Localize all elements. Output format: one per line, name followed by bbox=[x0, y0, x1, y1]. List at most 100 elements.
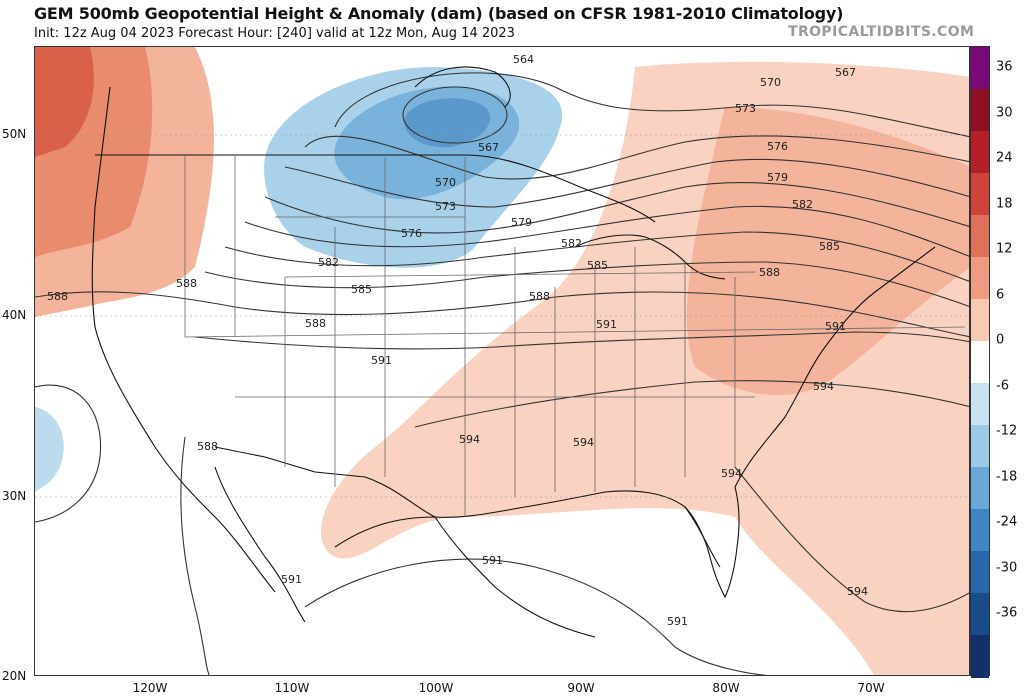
anomaly-fills bbox=[35, 47, 969, 675]
lon-label-70w: 70W bbox=[857, 681, 885, 695]
gridlines bbox=[35, 134, 969, 498]
contour-label-594-c: 594 bbox=[721, 467, 742, 480]
contour-label-588-d: 588 bbox=[529, 290, 550, 303]
coastlines bbox=[91, 66, 936, 638]
colorbar-segment bbox=[971, 635, 989, 678]
colorbar-segment bbox=[971, 551, 989, 594]
contour-label-579-a: 579 bbox=[511, 216, 532, 229]
colorbar-segment bbox=[971, 383, 989, 426]
us-canada-border bbox=[95, 154, 656, 223]
colorbar-label: -12 bbox=[996, 423, 1018, 439]
map-panel[interactable]: 564 567 567 570 570 573 573 576 576 579 … bbox=[34, 46, 970, 676]
contour-label-594-d: 594 bbox=[813, 380, 834, 393]
colorbar-segment bbox=[971, 425, 989, 468]
colorbar-segment bbox=[971, 47, 989, 90]
colorbar-segment bbox=[971, 509, 989, 552]
brand-watermark[interactable]: TROPICALTIDBITS.COM bbox=[788, 24, 975, 40]
colorbar-label: -36 bbox=[996, 605, 1018, 621]
contour-label-591-f: 591 bbox=[667, 615, 688, 628]
contour-label-591-d: 591 bbox=[281, 573, 302, 586]
contour-label-585-c: 585 bbox=[819, 240, 840, 253]
colorbar-label: 36 bbox=[996, 59, 1013, 75]
colorbar-label: -24 bbox=[996, 514, 1018, 530]
contour-label-585-a: 585 bbox=[351, 283, 372, 296]
contour-label-594-b: 594 bbox=[573, 436, 594, 449]
contour-573 bbox=[284, 158, 969, 208]
chart-title: GEM 500mb Geopotential Height & Anomaly … bbox=[34, 4, 844, 23]
lon-label-90w: 90W bbox=[567, 681, 595, 695]
colorbar-label: 30 bbox=[996, 105, 1013, 120]
contour-label-576-a: 576 bbox=[401, 227, 422, 240]
contour-label-591-a: 591 bbox=[371, 354, 392, 367]
colorbar-label: -30 bbox=[996, 560, 1018, 575]
contour-label-576-b: 576 bbox=[767, 140, 788, 153]
lon-label-110w: 110W bbox=[274, 681, 310, 695]
colorbar-label: 24 bbox=[996, 150, 1013, 166]
lat-label-40n: 40N bbox=[2, 308, 27, 322]
contour-591 bbox=[194, 331, 969, 350]
lat-label-20n: 20N bbox=[2, 669, 27, 683]
contour-label-573-a: 573 bbox=[435, 200, 456, 213]
us-mexico-border bbox=[214, 446, 436, 518]
colorbar-label: -18 bbox=[996, 469, 1018, 484]
contour-label-594-e: 594 bbox=[847, 585, 868, 598]
contour-588 bbox=[35, 291, 969, 338]
contour-594 bbox=[414, 380, 969, 428]
contour-label-591-c: 591 bbox=[825, 320, 846, 333]
contour-label-594-a: 594 bbox=[459, 433, 480, 446]
lon-label-120w: 120W bbox=[132, 681, 168, 695]
lat-label-30n: 30N bbox=[2, 489, 27, 503]
colorbar-segment bbox=[971, 89, 989, 132]
contour-label-591-b: 591 bbox=[596, 318, 617, 331]
colorbar-label: 0 bbox=[996, 332, 1005, 348]
contour-label-567-b: 567 bbox=[835, 66, 856, 79]
colorbar-segment bbox=[971, 299, 989, 342]
colorbar-segment bbox=[971, 173, 989, 216]
contour-pacific-low bbox=[35, 384, 102, 523]
map-svg[interactable]: 564 567 567 570 570 573 573 576 576 579 … bbox=[35, 47, 970, 676]
contour-label-564: 564 bbox=[513, 53, 534, 66]
anomaly-colorbar bbox=[970, 46, 990, 678]
contour-579 bbox=[244, 205, 969, 257]
contour-576 bbox=[264, 181, 969, 234]
colorbar-label: 12 bbox=[996, 241, 1013, 257]
contour-label-582-a: 582 bbox=[318, 256, 339, 269]
west-coast bbox=[91, 86, 276, 593]
lat-label-50n: 50N bbox=[2, 127, 27, 141]
florida bbox=[684, 486, 740, 599]
chart-subtitle: Init: 12z Aug 04 2023 Forecast Hour: [24… bbox=[34, 26, 515, 41]
east-coast bbox=[734, 246, 936, 488]
contour-label-585-b: 585 bbox=[587, 259, 608, 272]
great-lakes bbox=[574, 234, 726, 280]
lon-label-100w: 100W bbox=[418, 681, 454, 695]
header: GEM 500mb Geopotential Height & Anomaly … bbox=[0, 0, 1024, 46]
contour-label-591-e: 591 bbox=[482, 554, 503, 567]
colorbar-segment bbox=[971, 593, 989, 636]
contour-label-567-a: 567 bbox=[478, 141, 499, 154]
contour-564 bbox=[402, 86, 508, 144]
contour-label-582-c: 582 bbox=[792, 198, 813, 211]
colorbar-segment bbox=[971, 257, 989, 300]
contour-label-588-c: 588 bbox=[305, 317, 326, 330]
contour-label-573-b: 573 bbox=[735, 102, 756, 115]
colorbar-segment bbox=[971, 341, 989, 384]
contour-588-west bbox=[180, 436, 210, 675]
contour-label-588-b: 588 bbox=[176, 277, 197, 290]
anomaly-negative-pacific bbox=[35, 407, 64, 492]
colorbar-label: 6 bbox=[996, 287, 1005, 302]
contour-591-gulf bbox=[304, 558, 768, 675]
hudson-bay bbox=[414, 66, 511, 108]
contour-567 bbox=[334, 72, 969, 138]
baja-peninsula bbox=[214, 466, 306, 623]
contour-label-582-b: 582 bbox=[561, 237, 582, 250]
contour-label-570-a: 570 bbox=[435, 176, 456, 189]
contour-label-588-f: 588 bbox=[197, 440, 218, 453]
anomaly-positive-west-max bbox=[35, 47, 94, 157]
contour-585 bbox=[204, 261, 969, 307]
contour-594-south bbox=[734, 466, 969, 613]
state-borders bbox=[184, 155, 966, 517]
contour-label-570-b: 570 bbox=[760, 76, 781, 89]
colorbar-segment bbox=[971, 467, 989, 510]
colorbar-segment bbox=[971, 131, 989, 174]
mexico-east-coast bbox=[434, 516, 596, 638]
